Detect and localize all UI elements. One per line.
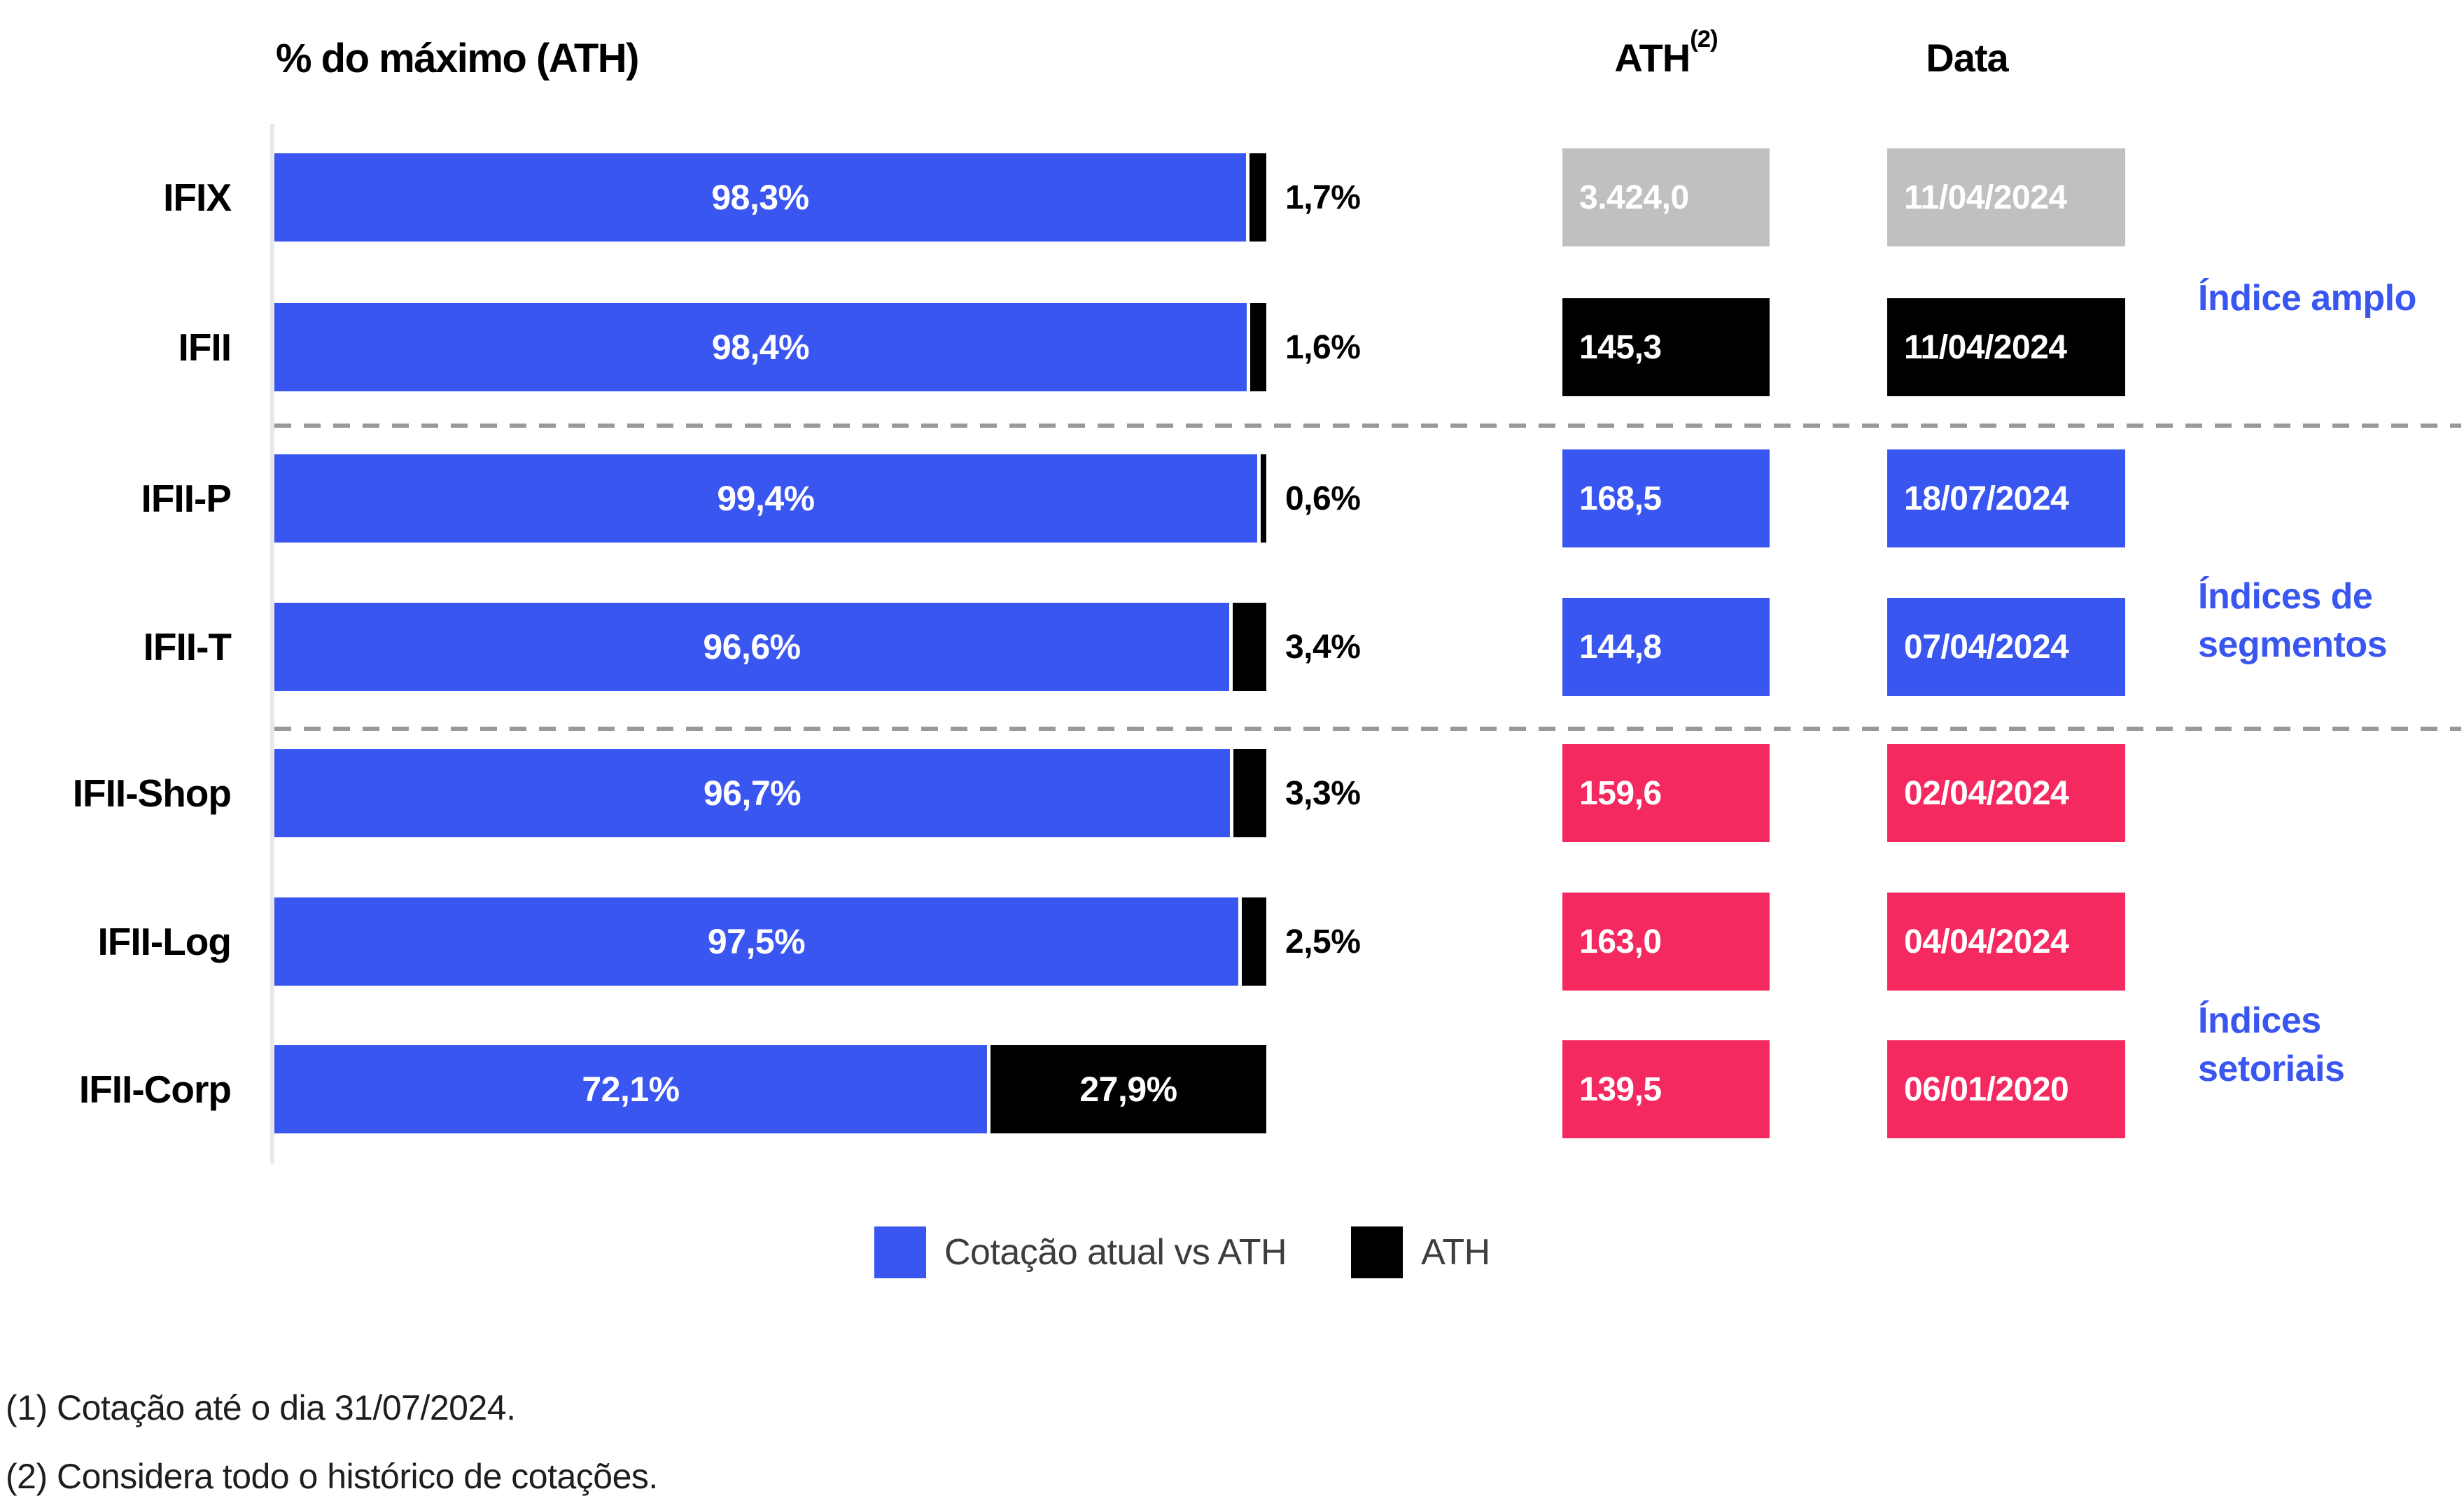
ath-date-box-ifii-shop: 02/04/2024 xyxy=(1887,744,2125,842)
bar-current-ifix: 98,3% xyxy=(274,153,1246,242)
ath-value-box-ifii-log: 163,0 xyxy=(1562,893,1770,991)
bar-current-ifii-log: 97,5% xyxy=(274,897,1238,986)
ath-gap-value-ifii-log: 2,5% xyxy=(1285,923,1361,960)
column-header-ath: ATH(2) xyxy=(1614,25,1718,80)
ath-footnote-ref: (2) xyxy=(1690,25,1718,53)
footnote-1: (1) Cotação até o dia 31/07/2024. xyxy=(6,1388,516,1427)
footnote-2: (2) Considera todo o histórico de cotaçõ… xyxy=(6,1457,658,1496)
bar-ath-gap-ifii-corp: 27,9% xyxy=(990,1045,1266,1133)
bar-current-value: 72,1% xyxy=(582,1070,680,1109)
bar-current-value: 99,4% xyxy=(717,479,815,518)
bar-current-value: 96,7% xyxy=(703,774,802,813)
legend-swatch-ath xyxy=(1351,1226,1404,1278)
row-label-ifix: IFIX xyxy=(163,176,232,219)
bar-ath-gap-ifii-p xyxy=(1261,454,1266,543)
ath-gap-value-ifii: 1,6% xyxy=(1285,328,1361,366)
row-label-ifii-log: IFII-Log xyxy=(97,920,232,963)
ath-gap-value-ifii-p: 0,6% xyxy=(1285,480,1361,517)
ath-gap-value-ifii-t: 3,4% xyxy=(1285,628,1361,666)
ath-date-box-ifii-p: 18/07/2024 xyxy=(1887,449,2125,547)
group-separator-1 xyxy=(274,424,2461,428)
ath-value-box-ifii: 145,3 xyxy=(1562,298,1770,396)
ath-value-box-ifii-t: 144,8 xyxy=(1562,598,1770,696)
bar-ath-gap-ifii-log xyxy=(1242,897,1266,986)
bar-ath-gap-ifii-shop xyxy=(1233,749,1266,837)
bar-current-value: 96,6% xyxy=(703,627,801,666)
row-label-ifii-t: IFII-T xyxy=(143,625,232,669)
ath-value-box-ifii-shop: 159,6 xyxy=(1562,744,1770,842)
bar-ath-gap-ifix xyxy=(1250,153,1266,242)
row-label-ifii: IFII xyxy=(178,326,232,369)
ath-value-box-ifix: 3.424,0 xyxy=(1562,148,1770,246)
ath-value-box-ifii-p: 168,5 xyxy=(1562,449,1770,547)
ath-gap-value: 27,9% xyxy=(1079,1070,1177,1109)
column-header-data: Data xyxy=(1926,36,2008,80)
ath-date-box-ifii-corp: 06/01/2020 xyxy=(1887,1040,2125,1138)
ath-gap-value-ifix: 1,7% xyxy=(1285,179,1361,216)
row-label-ifii-corp: IFII-Corp xyxy=(78,1068,232,1111)
legend-label-current-quote: Cotação atual vs ATH xyxy=(944,1232,1287,1273)
bar-current-ifii: 98,4% xyxy=(274,303,1247,391)
group-label-indice-amplo: Índice amplo xyxy=(2198,278,2416,319)
ath-date-box-ifix: 11/04/2024 xyxy=(1887,148,2125,246)
legend: Cotação atual vs ATH ATH xyxy=(874,1226,1490,1278)
chart-title: % do máximo (ATH) xyxy=(276,36,640,81)
bar-current-value: 97,5% xyxy=(707,922,806,961)
y-axis-line xyxy=(270,124,274,1163)
ath-gap-value-ifii-shop: 3,3% xyxy=(1285,774,1361,812)
ath-value-box-ifii-corp: 139,5 xyxy=(1562,1040,1770,1138)
bar-current-ifii-t: 96,6% xyxy=(274,603,1229,691)
bar-current-ifii-p: 99,4% xyxy=(274,454,1257,543)
bar-current-value: 98,3% xyxy=(711,178,809,217)
row-label-ifii-shop: IFII-Shop xyxy=(72,771,232,815)
row-label-ifii-p: IFII-P xyxy=(141,477,232,520)
ath-date-box-ifii: 11/04/2024 xyxy=(1887,298,2125,396)
bar-current-ifii-corp: 72,1% xyxy=(274,1045,987,1133)
ath-date-box-ifii-log: 04/04/2024 xyxy=(1887,893,2125,991)
legend-swatch-current-quote xyxy=(874,1226,926,1278)
legend-label-ath: ATH xyxy=(1421,1232,1490,1273)
bar-ath-gap-ifii-t xyxy=(1233,603,1266,691)
bar-current-ifii-shop: 96,7% xyxy=(274,749,1230,837)
group-label-indices-de-segmentos: Índices de segmentos xyxy=(2198,576,2388,665)
group-label-indices-setoriais: Índices setoriais xyxy=(2198,1000,2345,1089)
group-separator-2 xyxy=(274,727,2461,731)
bar-current-value: 98,4% xyxy=(711,328,810,367)
ath-date-box-ifii-t: 07/04/2024 xyxy=(1887,598,2125,696)
bar-ath-gap-ifii xyxy=(1250,303,1266,391)
